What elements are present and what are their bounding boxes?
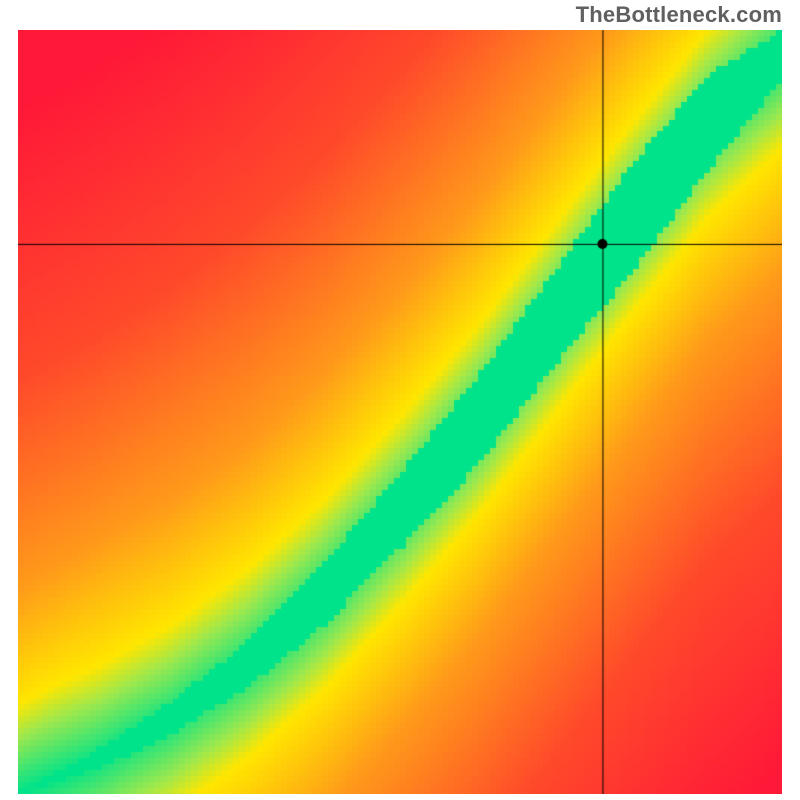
heatmap-canvas: [18, 30, 782, 794]
heatmap-chart: [18, 30, 782, 794]
watermark: TheBottleneck.com: [576, 2, 782, 28]
